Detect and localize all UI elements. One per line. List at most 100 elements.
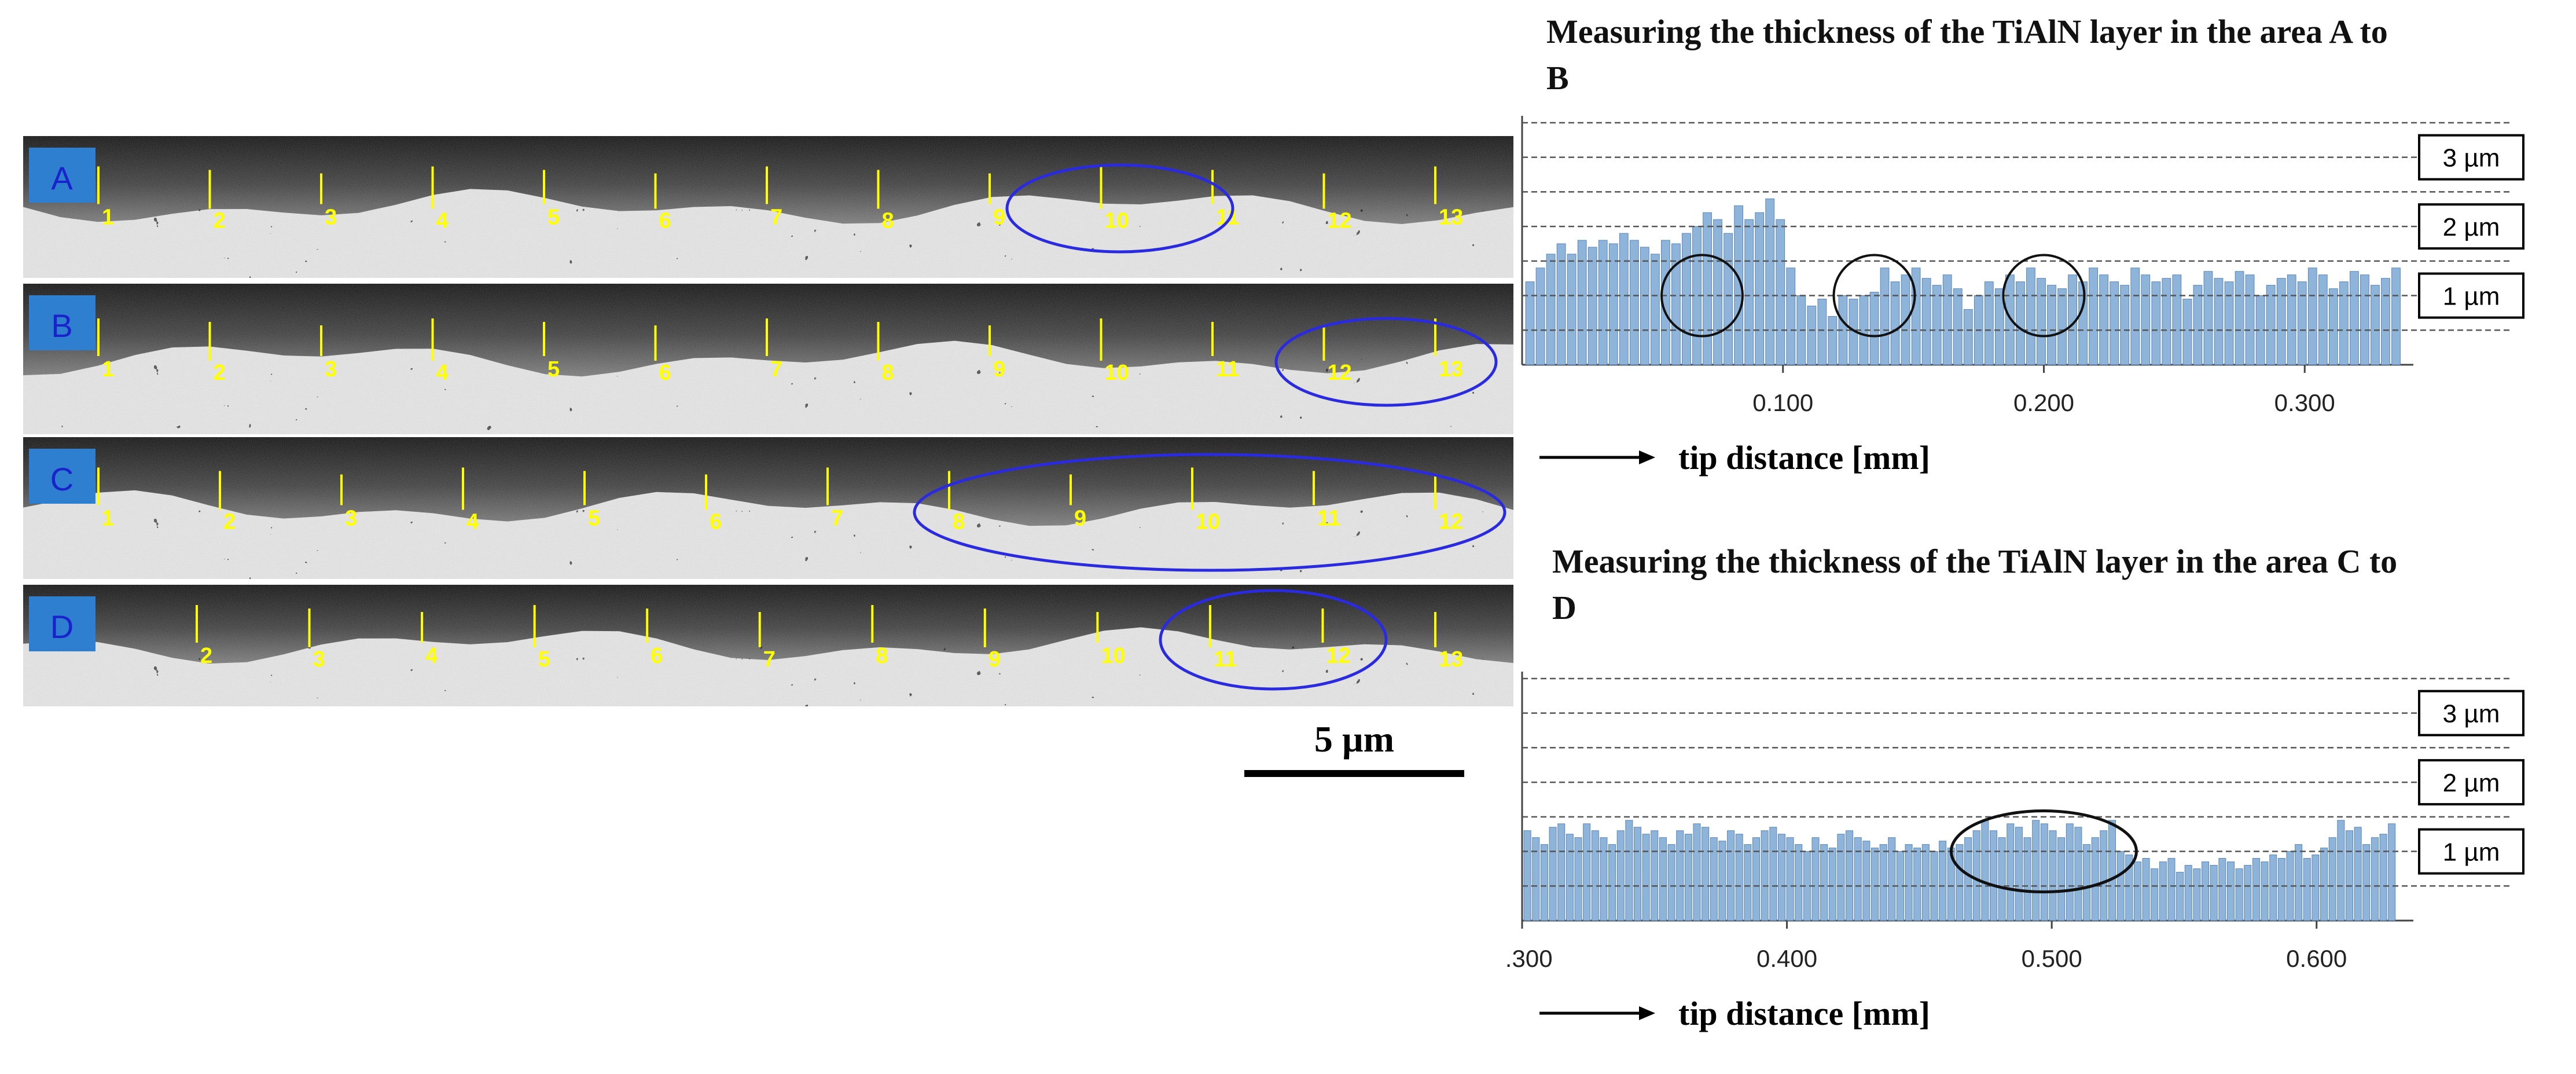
panel-b-marker-13: 13: [1439, 357, 1463, 382]
panel-letter-b: B: [51, 307, 72, 344]
chart-2-bar: [2303, 858, 2311, 921]
chart-2-bar: [2108, 820, 2116, 921]
panel-a-marker-2: 2: [214, 209, 226, 233]
chart-2-bar: [1921, 844, 1930, 921]
chart-2-bar: [2261, 861, 2269, 921]
chart-1-bar: [2224, 281, 2234, 365]
chart-1-x-tick-label: 0.300: [2274, 389, 2335, 416]
chart-2-ref-label: 2 µm: [2443, 769, 2500, 797]
chart-1-bar: [1994, 288, 2004, 365]
panel-d-marker-11: 11: [1214, 647, 1237, 672]
panel-c-marker-11: 11: [1317, 507, 1340, 531]
chart-2-bar: [1549, 827, 1557, 921]
chart-1-x-label: tip distance [mm]: [1678, 439, 1930, 476]
panel-b-marker-1: 1: [102, 357, 114, 382]
chart-2-bar: [1710, 837, 1718, 921]
chart-1-bar: [2307, 267, 2317, 365]
panel-d-marker-10: 10: [1101, 644, 1125, 668]
chart-2-x-tick-label: 0.300: [1505, 945, 1553, 972]
chart-1-ref-label: 2 µm: [2443, 213, 2500, 241]
panel-b-marker-5: 5: [547, 357, 560, 382]
chart-2-bar: [2176, 871, 2184, 921]
chart-1-bar: [2141, 274, 2151, 365]
panel-c-marker-3: 3: [345, 507, 357, 531]
chart-2: 3 µm 2 µm 1 µm 0.300 0.400 0.500 0.600 tip dist…: [1505, 672, 2524, 1032]
panel-letter-a: A: [51, 160, 73, 196]
chart-2-bar: [2057, 837, 2066, 921]
chart-1-bar: [1640, 247, 1649, 365]
chart-1-bar: [1890, 281, 1900, 365]
chart-1-ref-label: 1 µm: [2443, 283, 2500, 311]
chart-2-bar: [2091, 837, 2099, 921]
chart-1-ref-label-box: [2418, 272, 2524, 319]
chart-1-bar: [1608, 243, 1618, 365]
chart-1-bar: [1588, 247, 1597, 365]
panel-d-marker-13: 13: [1439, 647, 1463, 672]
chart-1-title: Measuring the thickness of the TiAlN lay…: [1546, 13, 2388, 97]
chart-2-x-tick-label: 0.600: [2286, 945, 2347, 972]
panel-b-marker-8: 8: [882, 361, 894, 385]
chart-2-bar: [2226, 861, 2235, 921]
chart-2-bar: [2074, 827, 2082, 921]
chart-1-bar: [2162, 278, 2171, 365]
chart-2-bar: [1744, 844, 1752, 921]
chart-2-bar: [2362, 844, 2371, 921]
panel-a-marker-10: 10: [1105, 209, 1129, 233]
chart-2-bar: [1811, 837, 1820, 921]
chart-2-bar: [1684, 834, 1692, 921]
chart-1-bar: [1598, 240, 1608, 365]
chart-2-bar: [1998, 837, 2006, 921]
chart-2-bar: [2312, 855, 2320, 921]
chart-1-bar: [1724, 233, 1733, 365]
chart-2-title: Measuring the thickness of the TiAlN lay…: [1552, 543, 2398, 626]
chart-2-highlight-ellipse: [1949, 809, 2138, 894]
chart-2-bar: [1939, 841, 1947, 921]
micrograph-panel-d: D 2 3 4 5 6 7 8 9 10 11 12 13: [23, 585, 1513, 706]
panel-c-marker-2: 2: [223, 510, 236, 534]
chart-1-bar: [2371, 285, 2380, 365]
chart-1-x-tick-label: 0.100: [1752, 389, 1813, 416]
chart-2-bar: [2379, 834, 2387, 921]
chart-1-bar: [2391, 267, 2401, 365]
panel-c-marker-1: 1: [102, 507, 114, 531]
chart-1-bar: [1786, 267, 1796, 365]
chart-2-bar: [1769, 827, 1777, 921]
panel-a-marker-6: 6: [659, 209, 671, 233]
chart-2-bar: [1956, 844, 1964, 921]
chart-1-bar: [2318, 274, 2328, 365]
chart-2-bar: [1667, 844, 1675, 921]
chart-2-bar: [1718, 841, 1726, 921]
chart-2-bar: [1634, 827, 1642, 921]
chart-2-bar: [1786, 837, 1794, 921]
chart-1-bar: [2151, 281, 2161, 365]
chart-1-bar: [1556, 243, 1566, 365]
chart-2-bar: [2388, 823, 2396, 921]
chart-1-bar: [2266, 285, 2276, 365]
chart-1-bar: [2203, 271, 2213, 365]
chart-1-bar: [2026, 267, 2035, 365]
chart-1-bar: [1650, 254, 1660, 365]
panel-c-marker-5: 5: [588, 507, 600, 531]
panel-b-marker-6: 6: [659, 361, 671, 385]
chart-2-ref-label-box: [2418, 759, 2524, 806]
chart-1-bar: [2099, 274, 2109, 365]
chart-2-bar: [1837, 834, 1845, 921]
chart-1-bar: [1942, 274, 1952, 365]
chart-2-bar: [1879, 844, 1887, 921]
chart-1-bar: [2349, 271, 2359, 365]
chart-1-bar: [1525, 281, 1535, 365]
chart-1-bar: [1629, 240, 1639, 365]
chart-2-bar: [1625, 820, 1633, 921]
chart-1-bar: [2172, 274, 2182, 365]
chart-1-bar: [1807, 305, 1817, 365]
chart-2-bar: [2159, 861, 2167, 921]
panel-a-marker-1: 1: [102, 206, 114, 230]
chart-1-bar: [1984, 281, 1994, 365]
chart-1-bar: [2016, 281, 2025, 365]
chart-2-bar: [1608, 844, 1616, 921]
chart-2-bar: [2083, 844, 2091, 921]
chart-2-bar: [2040, 823, 2048, 921]
chart-2-bar: [2295, 844, 2303, 921]
chart-1-bar: [2057, 288, 2067, 365]
chart-2-bar: [2125, 855, 2133, 921]
